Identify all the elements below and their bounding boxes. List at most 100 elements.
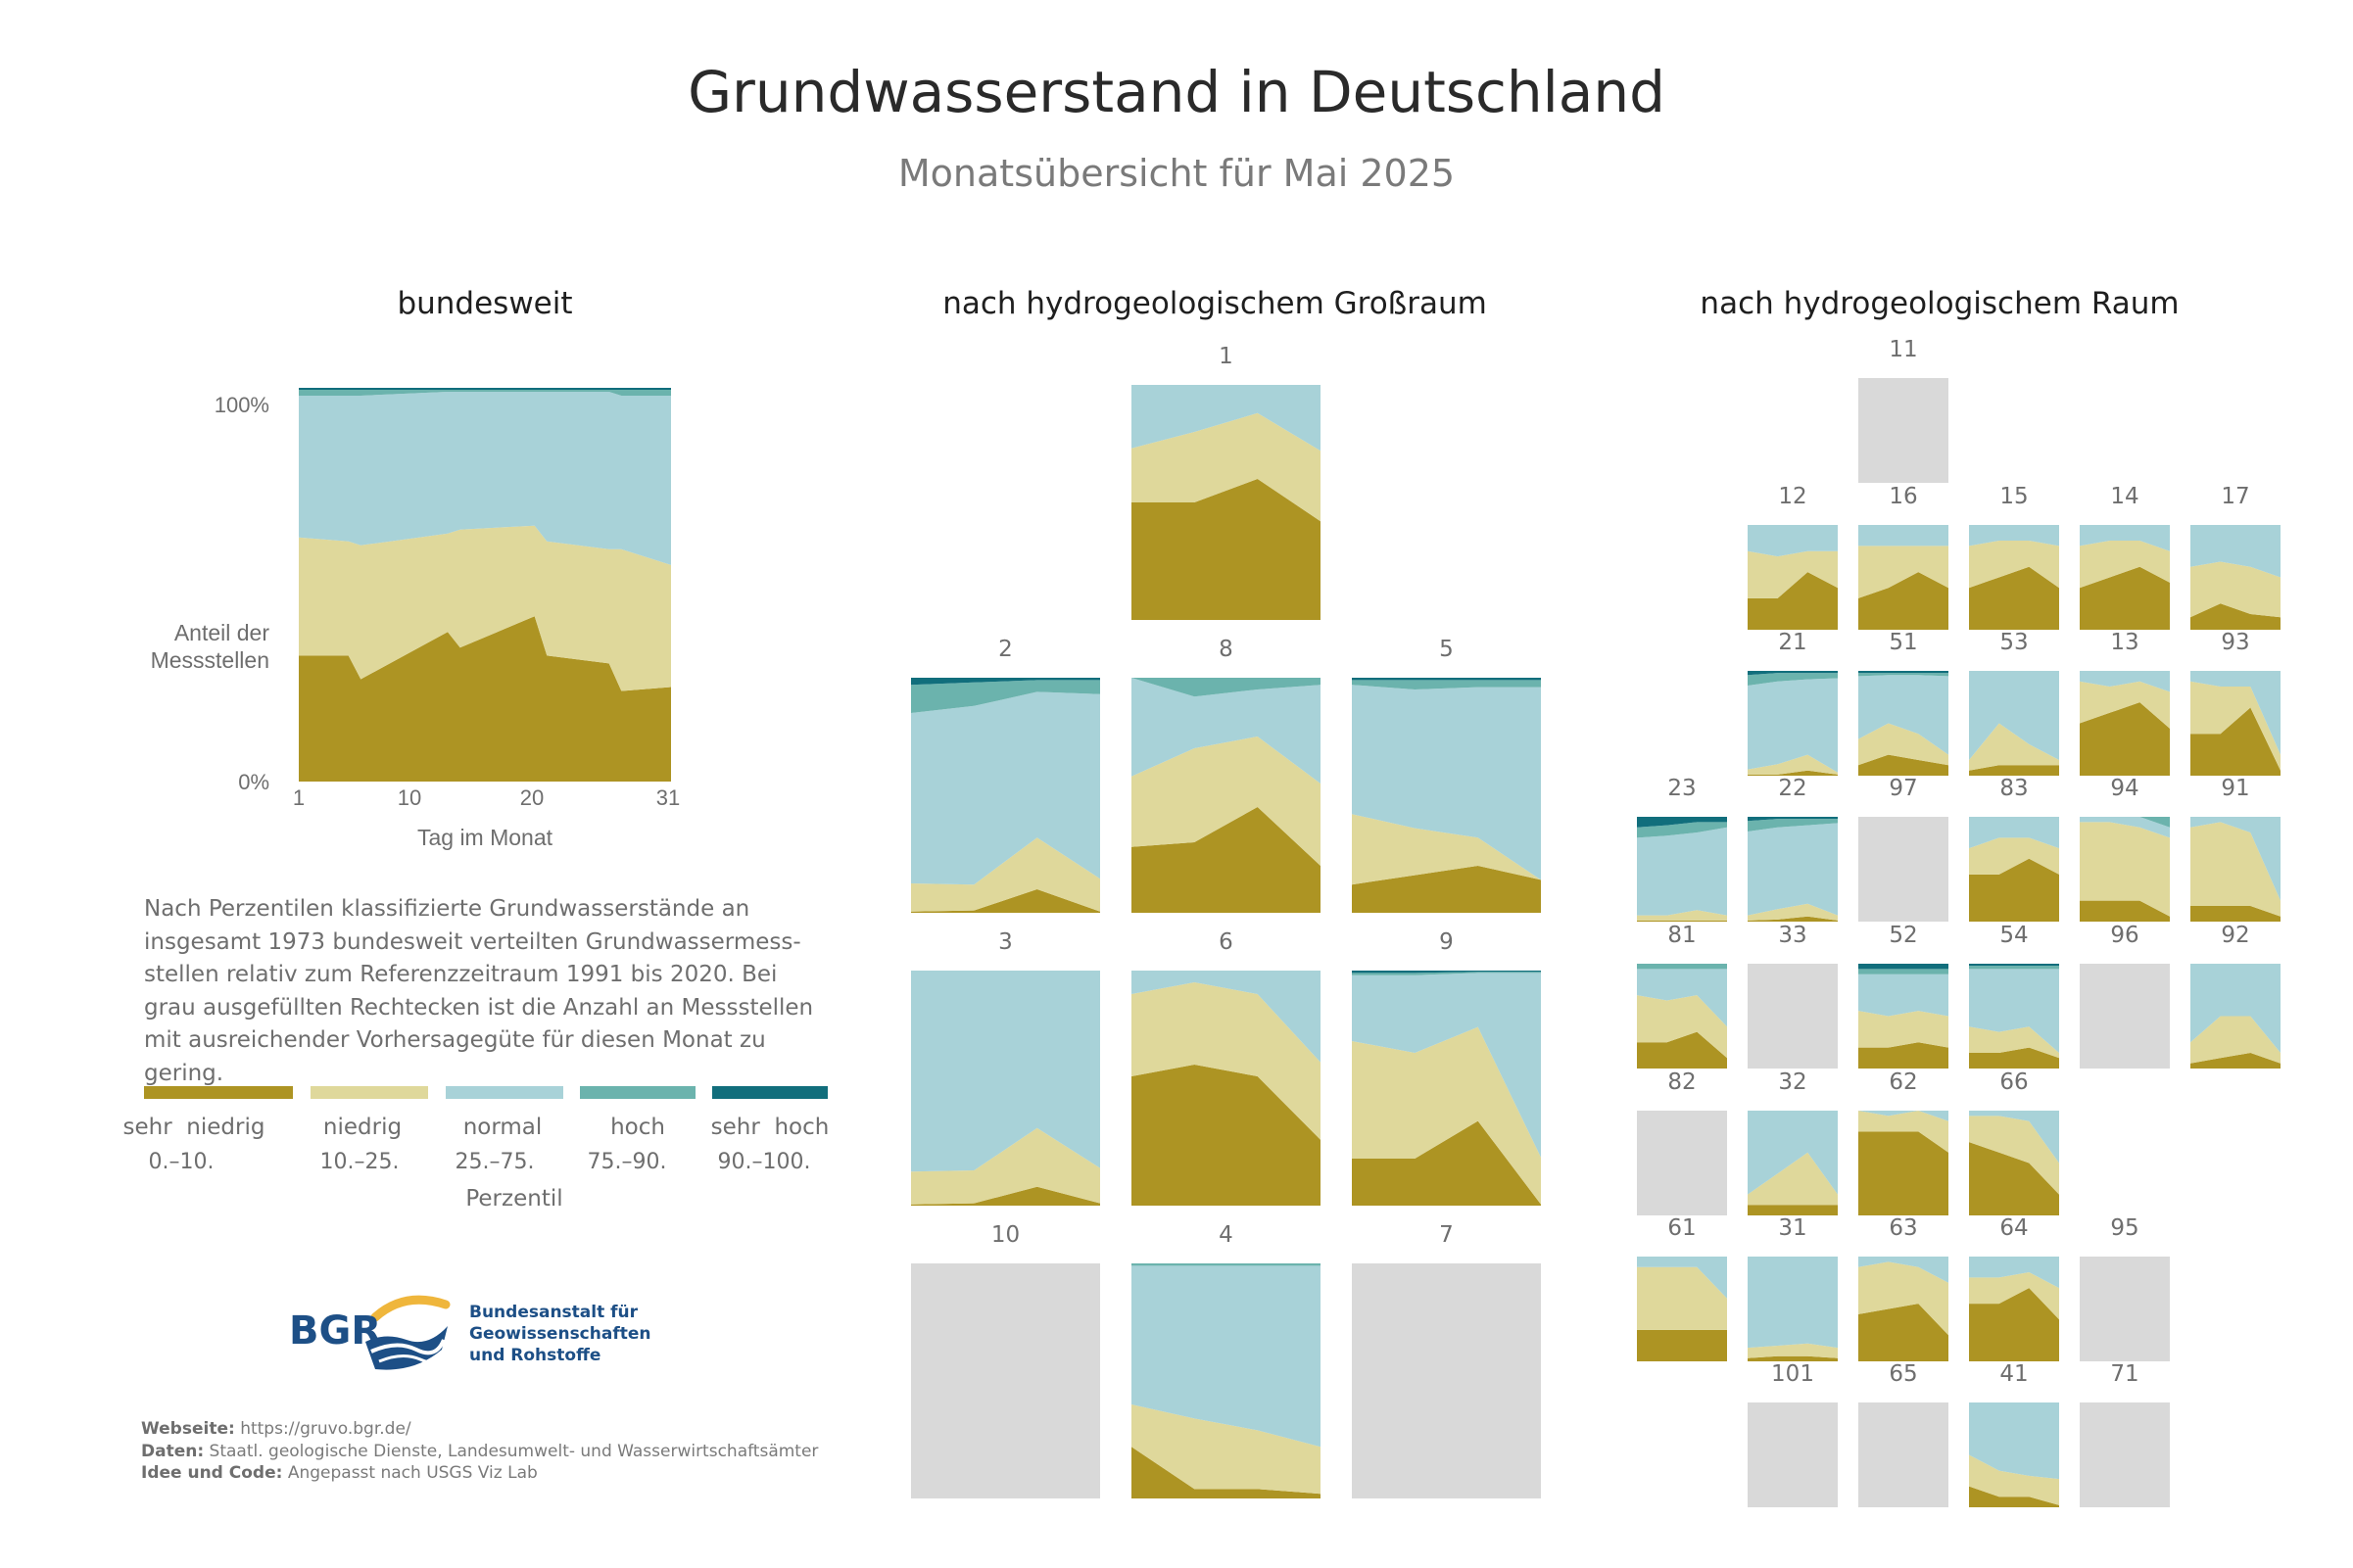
raum-panel-91 [2190,817,2281,922]
grossraum-panel-label: 3 [998,929,1013,955]
raum-panel-82-no-data [1637,1111,1727,1215]
raum-panel-71 [2080,1402,2170,1507]
raum-panel-13-area-sehr-niedrig [2080,702,2170,776]
raum-panel-label: 14 [2110,484,2139,509]
section-title-national: bundesweit [397,286,573,321]
raum-panel-91-area-niedrig [2190,822,2281,917]
grossraum-panel-2-area-sehr-hoch [911,678,1100,686]
raum-panel-22-area-normal [1748,823,1838,916]
grossraum-panel-2 [911,678,1100,913]
grossraum-panel-4 [1131,1263,1321,1498]
raum-panel-32-area-niedrig [1748,1152,1838,1206]
raum-panel-label: 22 [1778,776,1807,801]
national-area-niedrig [299,525,671,691]
legend-swatch-normal [446,1086,563,1099]
grossraum-panel-4-area-normal [1131,1265,1321,1448]
raum-panel-22-area-hoch [1748,819,1838,832]
raum-panel-41-area-niedrig [1969,1454,2059,1505]
raum-panel-21 [1748,671,1838,776]
raum-panel-21-area-sehr-hoch [1748,671,1838,676]
raum-panel-label: 52 [1889,923,1918,948]
raum-panel-52-area-sehr-hoch [1858,964,1948,970]
legend-swatch-sehr-hoch [712,1086,828,1099]
raum-panel-label: 54 [1999,923,2029,948]
raum-panel-label: 17 [2221,484,2250,509]
raum-panel-label: 96 [2110,923,2139,948]
grossraum-panel-1-area-sehr-niedrig [1131,479,1321,620]
raum-panel-label: 82 [1667,1069,1697,1095]
raum-panel-94 [2080,817,2170,922]
grossraum-panel-8 [1131,678,1321,913]
org-name-line2: Geowissenschaften [469,1324,651,1344]
footer-website-link[interactable]: https://gruvo.bgr.de/ [240,1419,411,1439]
raum-panel-52-area-normal [1858,974,1948,1017]
raum-panel-81-area-sehr-niedrig [1637,1031,1727,1069]
grossraum-panel-10-no-data [911,1263,1100,1498]
raum-panel-96-no-data [2080,964,2170,1069]
raum-panel-label: 32 [1778,1069,1807,1095]
legend-swatch-sehr-niedrig [144,1086,293,1099]
grossraum-panel-label: 8 [1219,637,1233,662]
raum-panel-94-area-normal [2080,817,2170,838]
grossraum-panel-9-area-sehr-hoch [1352,971,1541,974]
raum-panel-label: 93 [2221,630,2250,655]
footer-code-value: Angepasst nach USGS Viz Lab [287,1463,538,1483]
raum-panel-61-area-normal [1637,1257,1727,1299]
raum-panel-label: 23 [1667,776,1697,801]
grossraum-panel-5-area-sehr-niedrig [1352,866,1541,913]
raum-panel-15 [1969,525,2059,630]
section-title-raum: nach hydrogeologischem Raum [1700,286,2180,321]
footer-website: Webseite: https://gruvo.bgr.de/ [141,1419,411,1439]
raum-panel-94-area-niedrig [2080,822,2170,917]
raum-panel-94-area-sehr-niedrig [2080,900,2170,922]
raum-panel-14-area-normal [2080,525,2170,551]
national-chart [299,388,671,782]
raum-panel-62-area-niedrig [1858,1111,1948,1153]
raum-panel-label: 92 [2221,923,2250,948]
legend-label-sehr-hoch: sehr hoch [710,1115,830,1140]
raum-panel-22 [1748,817,1838,922]
raum-panel-15-area-normal [1969,525,2059,546]
footer-code: Idee und Code: Angepasst nach USGS Viz L… [141,1463,538,1483]
raum-panel-32-area-sehr-niedrig [1748,1205,1838,1215]
raum-panel-51-area-niedrig [1858,723,1948,766]
raum-panel-label: 81 [1667,923,1697,948]
grossraum-panel-label: 1 [1219,344,1233,369]
raum-panel-66 [1969,1111,2059,1215]
grossraum-panel-1-area-normal [1131,385,1321,451]
grossraum-panel-label: 2 [998,637,1013,662]
legend-range-90-100: 90.–100. [717,1150,811,1174]
bgr-logo-text: BGR [289,1308,381,1354]
raum-panel-41 [1969,1402,2059,1507]
legend-title: Perzentil [465,1186,563,1212]
legend-swatch-niedrig [311,1086,428,1099]
raum-panel-17 [2190,525,2281,630]
raum-panel-label: 12 [1778,484,1807,509]
raum-panel-21-area-sehr-niedrig [1748,770,1838,776]
grossraum-panel-4-area-sehr-niedrig [1131,1447,1321,1498]
footer-website-label: Webseite: [141,1419,235,1439]
grossraum-panel-label: 5 [1439,637,1454,662]
raum-panel-label: 41 [1999,1361,2029,1387]
grossraum-panel-5-area-niedrig [1352,814,1541,885]
raum-panel-53-area-sehr-niedrig [1969,765,2059,776]
raum-panel-101-no-data [1748,1402,1838,1507]
raum-panel-17-area-normal [2190,525,2281,578]
grossraum-panel-8-area-sehr-niedrig [1131,807,1321,913]
grossraum-panel-10 [911,1263,1100,1498]
grossraum-panel-2-area-sehr-niedrig [911,889,1100,913]
raum-panel-31-area-normal [1748,1257,1838,1349]
raum-panel-32 [1748,1111,1838,1215]
page-title: Grundwasserstand in Deutschland [688,59,1665,125]
raum-panel-16-area-niedrig [1858,546,1948,598]
page-subtitle: Monatsübersicht für Mai 2025 [897,152,1456,195]
grossraum-panel-8-area-hoch [1131,678,1321,697]
raum-panel-label: 66 [1999,1069,2029,1095]
org-name-line3: und Rohstoffe [469,1346,601,1365]
y-tick-100: 100% [214,393,269,417]
raum-panel-54-area-normal [1969,969,2059,1053]
raum-panel-label: 62 [1889,1069,1918,1095]
raum-panel-92-area-normal [2190,964,2281,1053]
legend-label-normal: normal [462,1115,543,1140]
grossraum-panel-8-area-normal [1131,678,1321,784]
